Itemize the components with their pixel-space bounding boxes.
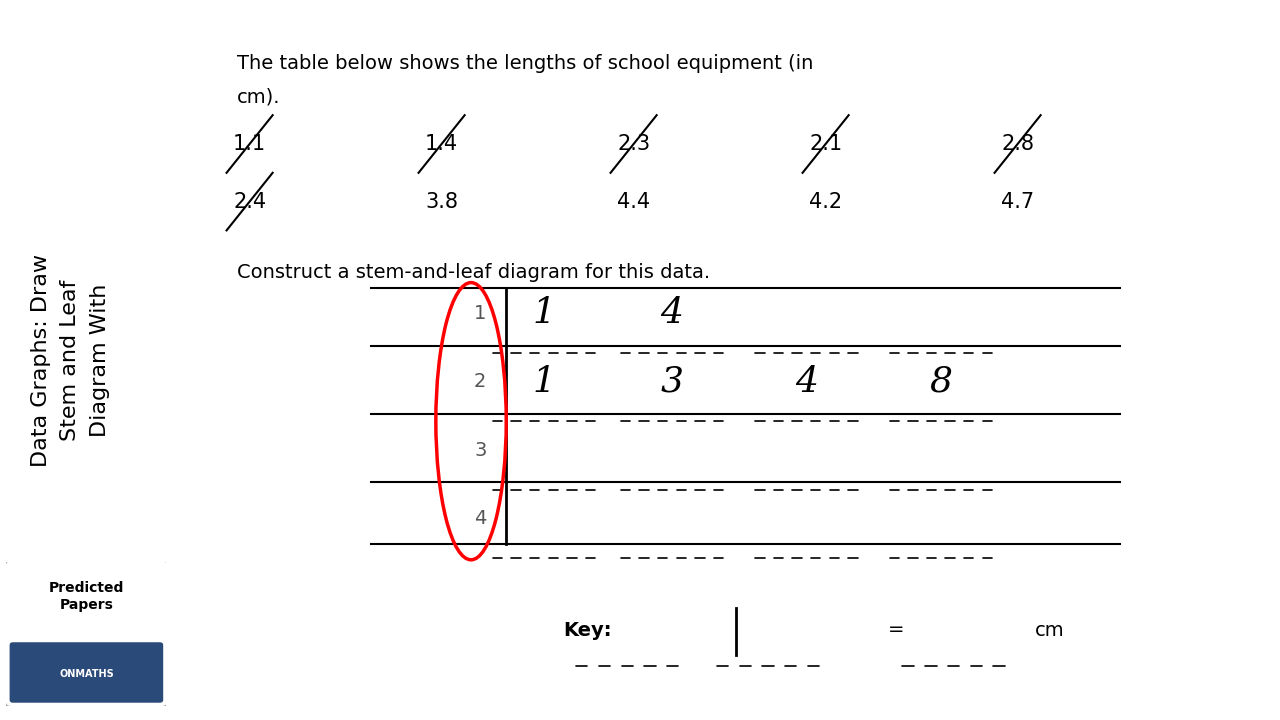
Text: 4.4: 4.4 bbox=[617, 192, 650, 212]
FancyBboxPatch shape bbox=[10, 642, 164, 703]
Text: Construct a stem-and-leaf diagram for this data.: Construct a stem-and-leaf diagram for th… bbox=[237, 263, 710, 282]
Text: 1.1: 1.1 bbox=[233, 134, 266, 154]
Text: cm: cm bbox=[1034, 621, 1065, 639]
Text: 4: 4 bbox=[474, 509, 486, 528]
Text: 2.8: 2.8 bbox=[1001, 134, 1034, 154]
Text: Predicted: Predicted bbox=[49, 580, 124, 595]
Text: Data Graphs: Draw
Stem and Leaf
Diagram With: Data Graphs: Draw Stem and Leaf Diagram … bbox=[31, 253, 110, 467]
Text: 8: 8 bbox=[929, 364, 952, 399]
Text: 2.3: 2.3 bbox=[617, 134, 650, 154]
Text: 3: 3 bbox=[660, 364, 684, 399]
Text: =: = bbox=[888, 621, 904, 639]
Text: Papers: Papers bbox=[59, 598, 114, 612]
Text: 1.4: 1.4 bbox=[425, 134, 458, 154]
FancyBboxPatch shape bbox=[5, 560, 168, 707]
Text: ONMATHS: ONMATHS bbox=[59, 669, 114, 679]
Text: 3.8: 3.8 bbox=[425, 192, 458, 212]
Text: 3: 3 bbox=[474, 441, 486, 459]
Text: 1: 1 bbox=[474, 304, 486, 323]
Text: 1: 1 bbox=[532, 296, 556, 330]
Text: 1: 1 bbox=[532, 364, 556, 399]
Text: 2: 2 bbox=[474, 372, 486, 391]
Text: 2.1: 2.1 bbox=[809, 134, 842, 154]
Text: 4: 4 bbox=[660, 296, 684, 330]
Text: 4.7: 4.7 bbox=[1001, 192, 1034, 212]
Text: Key:: Key: bbox=[563, 621, 612, 639]
Text: 4: 4 bbox=[795, 364, 818, 399]
Text: 2.4: 2.4 bbox=[233, 192, 266, 212]
Text: The table below shows the lengths of school equipment (in: The table below shows the lengths of sch… bbox=[237, 54, 813, 73]
Text: 4.2: 4.2 bbox=[809, 192, 842, 212]
Text: cm).: cm). bbox=[237, 88, 280, 107]
